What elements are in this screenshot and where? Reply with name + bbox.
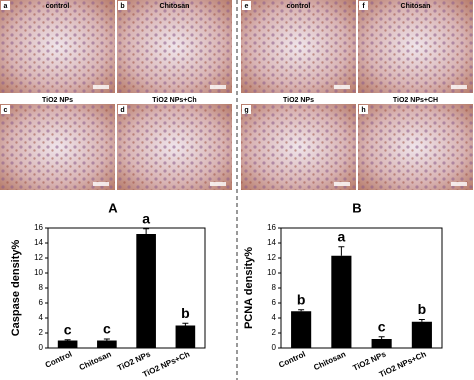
y-tick-label: 12 — [34, 253, 43, 262]
micrograph-texture — [241, 0, 356, 93]
y-tick-label: 2 — [39, 328, 44, 337]
scale-bar — [93, 182, 109, 186]
scale-bar — [210, 182, 226, 186]
micrograph-texture — [117, 0, 232, 93]
panel-badge-bg — [118, 105, 127, 114]
scale-bar — [210, 85, 226, 89]
significance-letter: c — [64, 321, 72, 337]
panel-letter: g — [244, 107, 248, 114]
significance-letter: b — [181, 305, 190, 321]
bar — [175, 325, 196, 348]
panel-letter: e — [245, 3, 249, 10]
y-tick-label: 6 — [39, 298, 44, 307]
significance-letter: c — [103, 321, 111, 337]
panel-label: TiO2 NPs — [283, 97, 314, 104]
panel-badge-bg — [118, 1, 127, 10]
micrograph-texture — [0, 104, 115, 190]
micrograph-texture — [117, 104, 232, 190]
y-tick-label: 16 — [34, 223, 43, 232]
panel-label: control — [287, 3, 311, 10]
y-tick-label: 2 — [272, 328, 277, 337]
scale-bar — [451, 85, 467, 89]
panel-letter: c — [4, 107, 8, 114]
x-tick-label: Control — [44, 350, 74, 370]
panel-badge-bg — [1, 1, 10, 10]
y-tick-label: 10 — [34, 268, 43, 277]
panel-label: Chitosan — [401, 3, 431, 10]
significance-letter: b — [297, 291, 306, 307]
y-tick-label: 14 — [34, 238, 43, 247]
panel-label: TiO2 NPs+Ch — [152, 97, 196, 104]
panel-letter: f — [362, 3, 365, 10]
significance-letter: a — [337, 228, 345, 244]
y-tick-label: 10 — [267, 268, 276, 277]
bar — [331, 255, 352, 348]
panel-badge-bg — [242, 105, 251, 114]
y-tick-label: 12 — [267, 253, 276, 262]
y-axis-label: PCNA density% — [243, 247, 255, 329]
panel-badge-bg — [242, 1, 251, 10]
scale-bar — [334, 85, 350, 89]
bar — [136, 234, 156, 348]
bar — [371, 339, 392, 348]
panel-label: TiO2 NPs+CH — [393, 97, 438, 104]
micrograph-texture — [241, 104, 356, 190]
panel-letter: a — [4, 3, 8, 10]
x-tick-label: Chitosan — [312, 350, 347, 373]
bar — [57, 340, 78, 348]
chart-title: B — [352, 200, 361, 215]
panel-label: control — [46, 3, 70, 10]
significance-letter: a — [142, 210, 150, 226]
y-tick-label: 14 — [267, 238, 276, 247]
y-tick-label: 0 — [39, 343, 44, 352]
scale-bar — [451, 182, 467, 186]
panel-letter: d — [120, 107, 124, 114]
micrograph-texture — [358, 0, 473, 93]
y-tick-label: 0 — [272, 343, 277, 352]
scale-bar — [93, 85, 109, 89]
panel-letter: b — [120, 3, 124, 10]
panel-badge-bg — [359, 1, 368, 10]
panel-label: Chitosan — [160, 3, 190, 10]
y-tick-label: 4 — [39, 313, 44, 322]
panel-badge-bg — [359, 105, 368, 114]
micrograph-texture — [0, 0, 115, 93]
x-tick-label: Control — [277, 350, 307, 370]
micrograph-texture — [358, 104, 473, 190]
y-tick-label: 6 — [272, 298, 277, 307]
panel-letter: h — [361, 107, 365, 114]
scale-bar — [334, 182, 350, 186]
y-tick-label: 8 — [39, 283, 44, 292]
chart-title: A — [108, 200, 118, 215]
bar — [411, 321, 432, 348]
y-tick-label: 4 — [272, 313, 277, 322]
significance-letter: c — [378, 318, 386, 334]
panel-badge-bg — [1, 105, 10, 114]
y-tick-label: 8 — [272, 283, 277, 292]
significance-letter: b — [418, 301, 427, 317]
bar — [291, 311, 312, 348]
y-tick-label: 16 — [267, 223, 276, 232]
bar — [97, 340, 117, 348]
panel-label: TiO2 NPs — [42, 97, 73, 104]
x-tick-label: Chitosan — [78, 350, 113, 373]
y-axis-label: Caspase density% — [10, 239, 22, 336]
